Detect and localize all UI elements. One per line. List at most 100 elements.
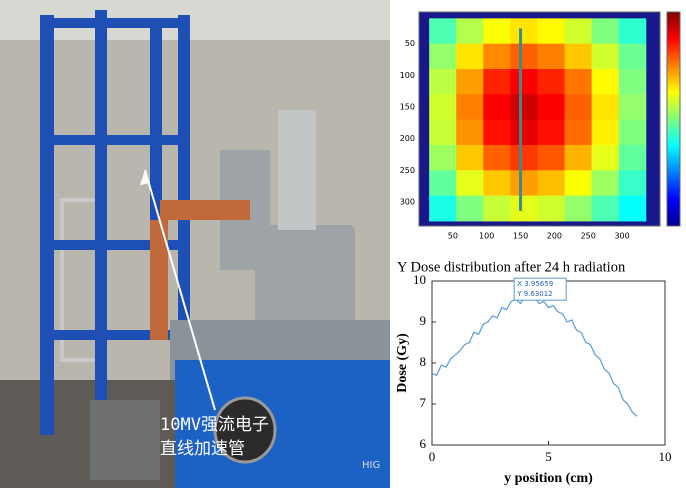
heat-cell [483,18,511,45]
heatmap-panel: 50 100 150 200 250 300 50 100 150 200 250 300 [400,11,681,241]
x-tick-label: 300 [614,232,629,241]
heat-cell [618,18,647,45]
heat-cell [429,68,457,95]
x-tick-label: 200 [547,232,562,241]
heat-cell [537,144,566,171]
heat-cell [564,18,593,45]
y-tick-label: 9 [420,313,427,328]
heat-cell [510,68,538,95]
y-tick-label: 8 [420,354,427,369]
datatip-box [513,277,567,301]
x-tick-label: 150 [513,232,528,241]
heat-cell [510,18,538,45]
heat-cell [483,68,511,95]
base [175,360,390,488]
heat-cell [429,144,457,171]
heat-cell [537,119,566,146]
heat-cell [456,144,484,171]
heat-cell [618,119,647,146]
line-panel: Y Dose distribution after 24 h radiation… [395,259,671,486]
x-tick-label: 250 [581,232,596,241]
heat-cell [510,170,538,197]
y-tick-label: 50 [405,39,415,48]
port [213,396,277,464]
heat-cell [537,170,566,197]
waveguide [160,200,250,220]
heat-cell [564,170,593,197]
heat-cell [564,43,593,70]
heat-cell [483,195,511,222]
y-tick-label: 6 [420,436,427,451]
heat-cell [591,68,620,95]
x-tick-label: 10 [659,449,672,464]
arrow [144,169,216,411]
heat-cell [591,170,620,197]
heat-cell [429,18,457,45]
heat-cell [591,119,620,146]
colorbar [666,11,681,227]
y-tick-label: 100 [400,71,415,80]
frame-beam [40,240,190,250]
heat-cell [618,68,647,95]
heat-cell [456,170,484,197]
x-tick-label: 100 [479,232,494,241]
heat-cell [591,18,620,45]
heat-cell [564,119,593,146]
photo-label: 10MV强流电子 [160,415,269,435]
heat-cell [537,18,566,45]
heat-cell [483,144,511,171]
heat-cell [537,94,566,121]
y-tick-label: 300 [400,197,415,206]
heat-cell [429,170,457,197]
datatip-text: Y 9.63012 [516,290,552,298]
heat-cell [537,68,566,95]
heat-cell [537,43,566,70]
y-axis-label: Dose (Gy) [395,333,410,393]
arrow-head [140,170,150,185]
machine-text: HIG [362,460,380,471]
equipment [90,400,160,480]
heat-cell [456,94,484,121]
heat-cell [591,43,620,70]
y-tick-label: 200 [400,134,415,143]
frame-post [40,15,54,435]
heat-cell [591,144,620,171]
frame-post [95,10,107,430]
heat-cell [483,170,511,197]
heat-cell [483,94,511,121]
y-tick-label: 250 [400,166,415,175]
heat-cell [510,119,538,146]
x-tick-label: 0 [429,449,436,464]
y-tick-label: 10 [413,272,426,287]
heat-cell [564,68,593,95]
frame-post [178,15,190,345]
heat-cell [483,119,511,146]
heat-cell [429,119,457,146]
heat-cell [618,170,647,197]
heat-cell [618,94,647,121]
heat-cell [591,195,620,222]
column [278,110,316,230]
heat-cell [510,43,538,70]
heat-cell [618,195,647,222]
frame-beam [40,18,190,28]
frame-beam [40,330,190,340]
x-tick-label: 50 [448,232,458,241]
x-axis-label: y position (cm) [504,471,593,486]
y-tick-label: 150 [400,102,415,111]
axes-frame [418,11,661,227]
heat-cell [510,144,538,171]
heat-cell [510,94,538,121]
photo-label: 直线加速管 [160,439,245,459]
x-tick-label: 5 [545,449,552,464]
heat-cell [618,43,647,70]
heat-cell [483,43,511,70]
heat-cell [564,94,593,121]
heat-cell [429,43,457,70]
frame-beam [40,135,190,145]
datatip-text: X 3.95659 [517,280,553,288]
heat-cell [456,18,484,45]
heat-cell [591,94,620,121]
